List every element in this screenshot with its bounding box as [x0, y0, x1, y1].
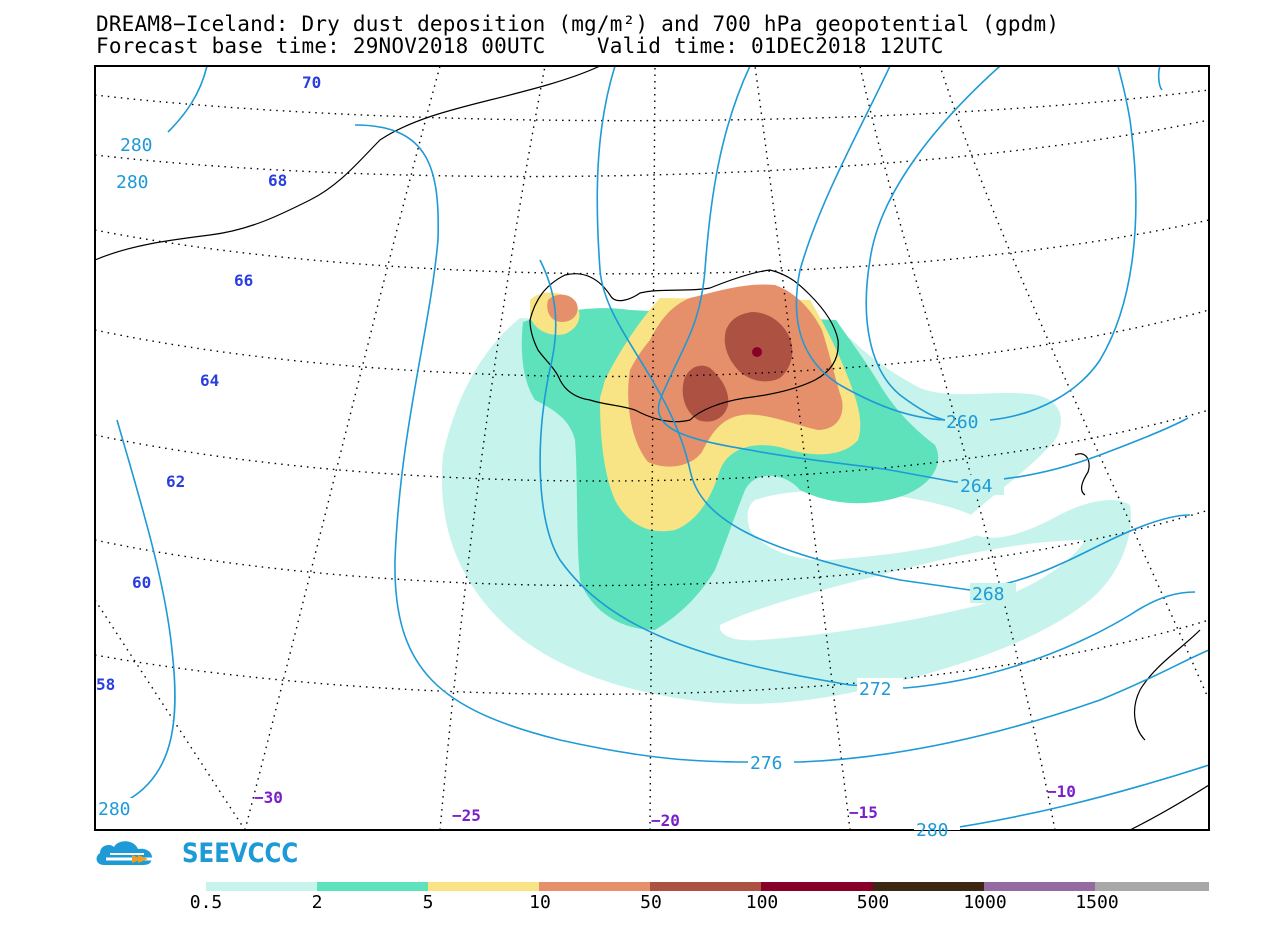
dust-level-10-west	[547, 294, 578, 322]
lat-label-64: 64	[200, 371, 219, 390]
colorbar-segment-1000	[984, 882, 1095, 891]
colorbar-label-50: 50	[640, 892, 662, 913]
map-frame	[94, 65, 1210, 831]
contour-label-268: 268	[972, 584, 1005, 605]
dust-level-100	[752, 347, 762, 357]
contour-label-276: 276	[750, 753, 783, 774]
colorbar-segment-0-5	[206, 882, 317, 891]
colorbar-segment-1500	[1095, 882, 1209, 891]
colorbar-segment-2	[317, 882, 428, 891]
colorbar-label-2: 2	[311, 892, 323, 913]
lat-label-68: 68	[268, 171, 287, 190]
colorbar-label-100: 100	[745, 892, 779, 913]
dust-level-50	[724, 312, 793, 382]
lon-label-minus-25: −25	[452, 806, 481, 825]
colorbar-label-10: 10	[529, 892, 551, 913]
colorbar-segment-100	[761, 882, 873, 891]
lon-label-minus-15: −15	[849, 803, 878, 822]
longitude-labels: −30 −25 −20 −15 −10	[254, 782, 1076, 830]
colorbar-label-1500: 1500	[1075, 892, 1119, 913]
lat-label-66: 66	[234, 271, 253, 290]
lon-label-minus-30: −30	[254, 788, 283, 807]
contour-label-260: 260	[946, 412, 979, 433]
contour-label-280-a: 280	[120, 135, 153, 156]
graticule	[95, 66, 1209, 830]
contour-labels: 280 280 260 264 268 272 276 280 280	[96, 134, 1016, 841]
contour-label-280-d: 280	[916, 820, 949, 841]
lon-label-minus-10: −10	[1047, 782, 1076, 801]
lat-label-60: 60	[132, 573, 151, 592]
colorbar-segment-10	[539, 882, 650, 891]
colorbar-segment-50	[650, 882, 761, 891]
contour-label-272: 272	[859, 679, 892, 700]
lat-label-62: 62	[166, 472, 185, 491]
seevccc-logo-text: SEEVCCC	[182, 838, 299, 869]
dust-gap-1	[747, 490, 990, 561]
dust-gap-2	[719, 540, 1085, 641]
colorbar-label-0-5: 0.5	[189, 892, 223, 913]
colorbar-label-5: 5	[422, 892, 434, 913]
contour-label-280-b: 280	[116, 172, 149, 193]
colorbar-label-500: 500	[856, 892, 890, 913]
geopotential-contours	[116, 66, 1209, 830]
lon-label-minus-20: −20	[651, 811, 680, 830]
dust-level-50-b	[682, 365, 729, 422]
contour-label-280-c: 280	[98, 799, 131, 820]
lat-label-58: 58	[96, 675, 115, 694]
seevccc-logo	[96, 841, 153, 865]
colorbar-label-1000: 1000	[963, 892, 1007, 913]
contour-label-264: 264	[960, 476, 993, 497]
map-title: DREAM8−Iceland: Dry dust deposition (mg/…	[96, 12, 1060, 36]
latitude-labels: 70 68 66 64 62 60 58	[96, 73, 321, 694]
colorbar-segment-500	[873, 882, 984, 891]
map-subtitle-times: Forecast base time: 29NOV2018 00UTC Vali…	[96, 34, 944, 58]
coastlines	[95, 66, 1209, 830]
lat-label-70: 70	[302, 73, 321, 92]
colorbar-segment-5	[428, 882, 539, 891]
